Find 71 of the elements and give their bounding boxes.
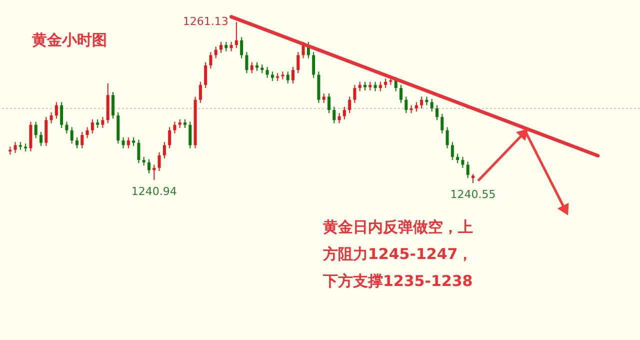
candlestick xyxy=(312,52,316,78)
candlestick xyxy=(270,71,274,82)
candlestick xyxy=(353,84,356,104)
candlestick xyxy=(214,46,218,59)
candlestick xyxy=(322,93,326,104)
candlestick xyxy=(420,96,424,109)
candlestick xyxy=(466,161,470,179)
candlestick xyxy=(198,81,202,104)
candlestick xyxy=(126,136,130,149)
candlestick xyxy=(34,121,38,139)
candlestick xyxy=(446,126,449,149)
candlestick xyxy=(112,91,114,120)
candlestick xyxy=(101,116,104,128)
candlestick xyxy=(44,116,48,146)
candlestick xyxy=(50,112,53,124)
candlestick xyxy=(400,84,402,104)
candlestick xyxy=(414,102,418,112)
candlestick xyxy=(450,142,454,161)
candlestick xyxy=(60,102,64,128)
candlestick xyxy=(158,152,161,172)
candlestick xyxy=(472,174,474,184)
candlestick xyxy=(384,78,388,89)
candlestick xyxy=(40,131,42,146)
candlestick xyxy=(168,126,172,149)
candlestick xyxy=(338,112,341,124)
candlestick xyxy=(224,41,228,52)
candlestick xyxy=(162,142,166,159)
candlestick xyxy=(250,62,254,74)
text: 1240.94 xyxy=(131,185,177,198)
candlestick xyxy=(436,104,438,121)
candlestick xyxy=(204,62,208,89)
candlestick xyxy=(286,71,290,84)
candlestick xyxy=(348,96,352,114)
text: 1240.55 xyxy=(450,188,496,202)
candlestick xyxy=(430,98,434,112)
candlestick xyxy=(234,22,238,49)
candlestick xyxy=(461,156,464,168)
candlestick xyxy=(188,121,192,149)
candlestick xyxy=(220,41,222,54)
candlestick xyxy=(292,66,294,84)
candlestick xyxy=(358,81,362,92)
candlestick xyxy=(148,158,150,174)
candlestick xyxy=(76,136,78,149)
candlestick xyxy=(266,66,269,78)
candlestick xyxy=(240,36,244,59)
candlestick xyxy=(14,142,17,154)
candlestick xyxy=(456,153,460,164)
candlestick xyxy=(230,41,233,52)
candlestick xyxy=(122,136,125,149)
candlestick xyxy=(328,93,330,114)
candlestick xyxy=(296,52,300,74)
candlestick xyxy=(54,102,58,120)
candlestick xyxy=(173,121,176,134)
candlestick xyxy=(137,139,140,164)
candlestick xyxy=(29,121,32,152)
text: 黄金日内反弹做空，上方阻力1245-1247，下方支撑1235-1238 xyxy=(322,218,473,290)
candlestick xyxy=(65,121,68,134)
candlestick xyxy=(245,52,248,74)
candlestick xyxy=(342,106,346,120)
candlestick xyxy=(86,126,89,139)
candlestick xyxy=(440,113,444,134)
candlestick xyxy=(70,126,74,144)
annotation: 1261.13 xyxy=(182,15,228,28)
candlestick xyxy=(332,106,336,124)
candlestick xyxy=(378,81,382,92)
candlestick xyxy=(209,52,212,69)
text: 黄金小时图 xyxy=(31,31,107,49)
candlestick xyxy=(404,96,408,114)
candlestick xyxy=(374,81,377,92)
candlestick xyxy=(90,118,94,134)
candlestick xyxy=(80,131,84,149)
